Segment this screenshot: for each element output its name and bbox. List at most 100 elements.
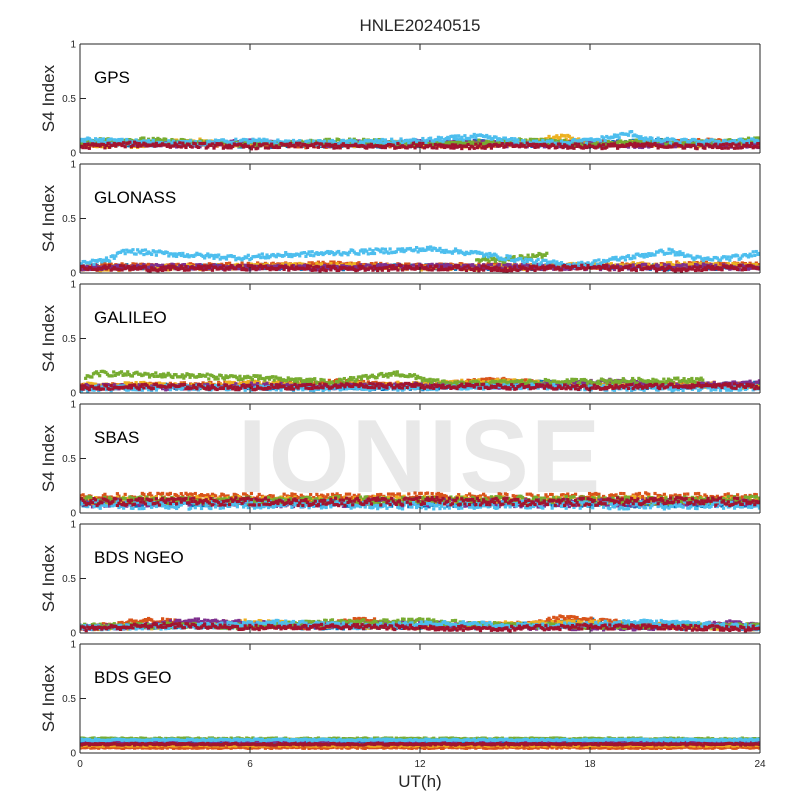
data-point [81, 146, 85, 150]
data-point [717, 145, 721, 149]
data-point [647, 138, 651, 142]
data-point [143, 142, 148, 146]
data-point [751, 137, 755, 141]
data-point [514, 263, 518, 267]
data-point [564, 267, 568, 271]
data-point [446, 262, 450, 267]
data-point [335, 261, 339, 266]
data-point [499, 137, 503, 142]
data-point [510, 142, 514, 146]
data-point [220, 142, 224, 146]
data-point [203, 256, 207, 260]
data-point [120, 143, 124, 148]
data-point [425, 138, 430, 142]
data-point [115, 265, 119, 269]
data-point [307, 139, 311, 143]
data-point [280, 262, 285, 266]
data-point [443, 145, 447, 150]
data-point [598, 139, 603, 143]
data-point [583, 143, 587, 148]
data-point [745, 142, 749, 146]
data-point [637, 136, 642, 141]
data-point [106, 141, 110, 145]
data-point [508, 263, 512, 267]
data-point [189, 139, 193, 143]
data-point [243, 263, 247, 267]
data-point [182, 262, 187, 267]
data-point [432, 146, 436, 150]
data-point [611, 135, 615, 140]
data-point [315, 261, 319, 265]
data-point [131, 143, 135, 147]
data-point [164, 141, 168, 145]
data-point [125, 137, 129, 142]
data-point [714, 139, 718, 143]
data-point [170, 252, 174, 256]
axes-background [80, 44, 760, 153]
data-point [460, 135, 464, 139]
data-point [746, 138, 751, 143]
data-point [333, 142, 338, 147]
data-point [101, 142, 105, 147]
data-point [656, 136, 660, 140]
data-point [449, 146, 453, 150]
data-point [595, 145, 599, 149]
data-point [365, 146, 369, 150]
data-point [558, 142, 562, 146]
data-point [104, 143, 109, 148]
data-point [368, 145, 372, 149]
y-tick-label: 0.5 [62, 94, 76, 105]
data-point [619, 139, 623, 143]
data-point [304, 143, 308, 147]
data-point [734, 143, 738, 147]
data-point [419, 144, 423, 148]
data-point [349, 138, 353, 142]
data-point [354, 142, 358, 146]
data-point [455, 137, 459, 141]
data-point [650, 144, 654, 148]
data-point [87, 146, 91, 150]
data-point [720, 146, 724, 150]
data-point [569, 142, 573, 146]
data-point [332, 140, 336, 144]
data-point [614, 144, 618, 148]
data-point [159, 138, 163, 142]
data-point [404, 262, 408, 266]
data-point [524, 145, 528, 149]
data-point [684, 263, 688, 267]
data-point [485, 257, 490, 262]
data-point [114, 144, 118, 148]
data-point [572, 146, 576, 150]
data-point [210, 254, 215, 258]
data-point [748, 261, 752, 265]
data-point [756, 141, 760, 146]
data-point [142, 139, 146, 143]
data-point [206, 145, 210, 149]
data-point [697, 137, 701, 142]
data-point [376, 141, 380, 145]
data-point [577, 142, 581, 146]
data-point [453, 134, 458, 138]
data-point [545, 251, 549, 255]
data-point [120, 262, 124, 266]
data-point [535, 253, 540, 258]
data-point [721, 142, 726, 147]
data-point [217, 253, 221, 257]
data-point [256, 139, 260, 143]
data-point [703, 146, 707, 150]
data-point [316, 145, 321, 149]
data-point [81, 137, 85, 142]
data-point [90, 258, 95, 262]
data-point [472, 132, 476, 137]
data-point [242, 145, 246, 149]
data-point [142, 252, 146, 257]
data-point [270, 142, 274, 146]
data-point [458, 137, 462, 141]
data-point [212, 256, 216, 260]
data-point [754, 262, 758, 267]
data-point [266, 146, 271, 150]
data-point [256, 146, 260, 150]
data-point [711, 138, 715, 142]
data-point [654, 143, 659, 148]
data-point [207, 139, 211, 143]
